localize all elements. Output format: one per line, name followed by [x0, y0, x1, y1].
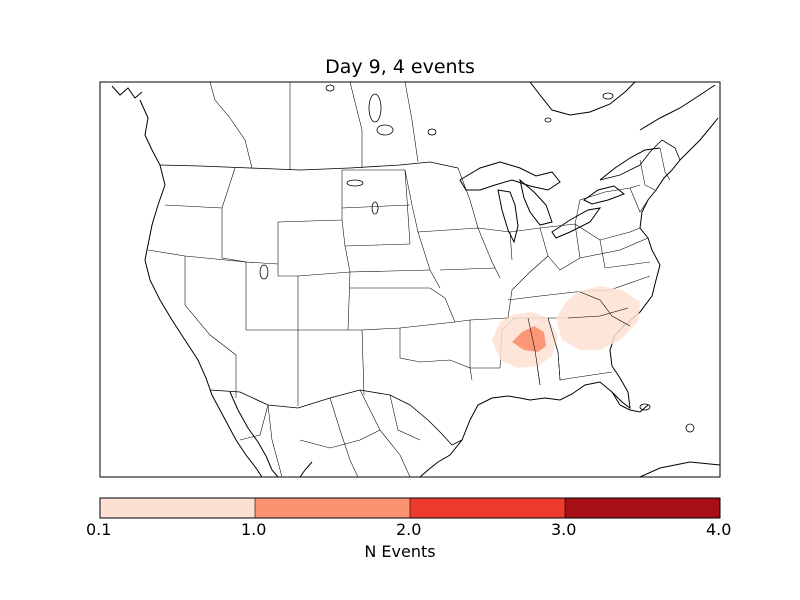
colorbar — [99, 497, 721, 519]
overlay-state-lines — [527, 291, 631, 386]
state-lines — [147, 82, 671, 477]
colorbar-tick-2: 2.0 — [396, 520, 422, 539]
event-area-mississippi-inner — [512, 326, 546, 352]
colorbar-tick-4: 4.0 — [706, 520, 732, 539]
colorbar-tick-3: 3.0 — [551, 520, 577, 539]
map-title: Day 9, 4 events — [325, 56, 475, 78]
colorbar-title: N Events — [364, 542, 436, 561]
event-area-southeast — [556, 286, 640, 350]
event-shading — [492, 286, 640, 368]
colorbar-bin-2 — [255, 498, 410, 518]
basemap — [111, 82, 720, 477]
colorbar-bin-4 — [565, 498, 720, 518]
colorbar-tick-1: 1.0 — [241, 520, 267, 539]
colorbar-bin-3 — [410, 498, 565, 518]
colorbar-bin-1 — [100, 498, 255, 518]
borders — [159, 139, 681, 446]
coastlines — [111, 82, 720, 477]
map-frame — [99, 81, 721, 478]
colorbar-tick-0: 0.1 — [86, 520, 112, 539]
small-lakes — [259, 84, 695, 433]
